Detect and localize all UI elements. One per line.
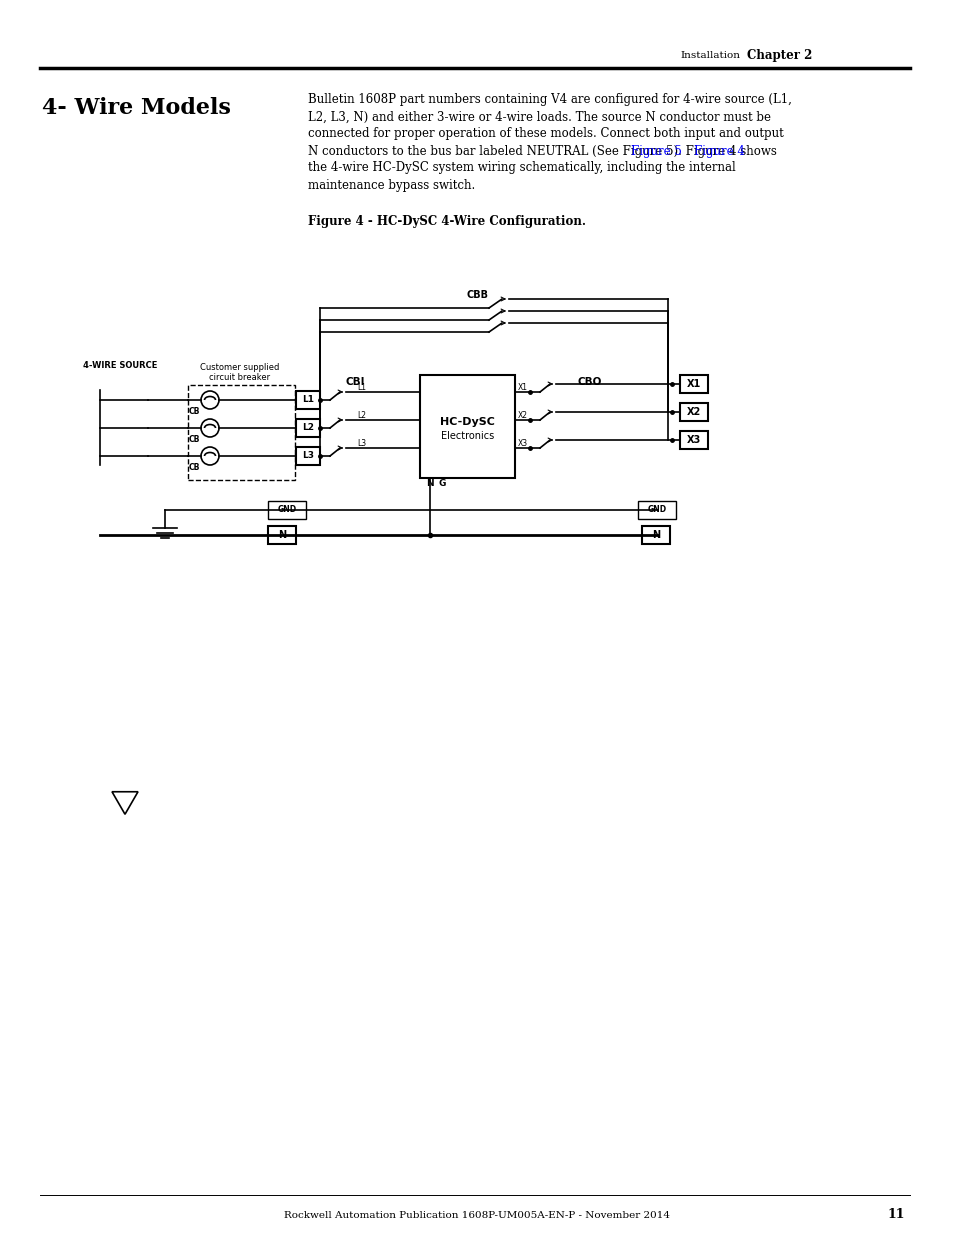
Text: HC-DySC: HC-DySC <box>439 417 495 427</box>
Bar <box>295 419 319 437</box>
Text: N conductors to the bus bar labeled NEUTRAL (See Figure 5). Figure 4 shows: N conductors to the bus bar labeled NEUT… <box>308 144 776 158</box>
Text: GND: GND <box>647 505 666 515</box>
Text: X2: X2 <box>686 408 700 417</box>
Text: N: N <box>277 530 286 540</box>
Text: 4-WIRE SOURCE: 4-WIRE SOURCE <box>83 361 157 369</box>
Text: Customer supplied: Customer supplied <box>200 363 279 373</box>
Text: L3: L3 <box>357 438 366 447</box>
Text: circuit breaker: circuit breaker <box>210 373 271 382</box>
Text: maintenance bypass switch.: maintenance bypass switch. <box>308 179 475 191</box>
Text: 4- Wire Models: 4- Wire Models <box>42 98 231 119</box>
Text: N: N <box>651 530 659 540</box>
Text: L2: L2 <box>302 424 314 432</box>
Text: the 4-wire HC-DySC system wiring schematically, including the internal: the 4-wire HC-DySC system wiring schemat… <box>308 162 735 174</box>
Text: CB: CB <box>188 436 199 445</box>
Text: G: G <box>437 479 445 489</box>
Text: connected for proper operation of these models. Connect both input and output: connected for proper operation of these … <box>308 127 783 141</box>
Text: Bulletin 1608P part numbers containing V4 are configured for 4-wire source (L1,: Bulletin 1608P part numbers containing V… <box>308 94 791 106</box>
Text: L1: L1 <box>302 395 314 405</box>
Text: X2: X2 <box>517 410 527 420</box>
Text: L2, L3, N) and either 3-wire or 4-wire loads. The source N conductor must be: L2, L3, N) and either 3-wire or 4-wire l… <box>308 110 770 124</box>
Bar <box>679 375 707 393</box>
Bar <box>295 391 319 409</box>
Bar <box>679 403 707 421</box>
Text: N: N <box>426 479 434 489</box>
Text: L2: L2 <box>357 410 366 420</box>
Bar <box>188 385 294 480</box>
Text: X3: X3 <box>686 435 700 445</box>
Text: X1: X1 <box>686 379 700 389</box>
Text: 11: 11 <box>886 1209 904 1221</box>
Text: CB: CB <box>188 463 199 473</box>
Text: Installation: Installation <box>679 51 740 59</box>
Bar <box>679 431 707 450</box>
Text: Figure 5: Figure 5 <box>630 144 681 158</box>
Text: Rockwell Automation Publication 1608P-UM005A-EN-P - November 2014: Rockwell Automation Publication 1608P-UM… <box>284 1210 669 1219</box>
Bar <box>641 526 669 543</box>
Bar <box>295 447 319 466</box>
Text: Electronics: Electronics <box>440 431 494 441</box>
Text: CBO: CBO <box>578 377 601 387</box>
Text: CB: CB <box>188 408 199 416</box>
Text: Figure 4 - HC-DySC 4-Wire Configuration.: Figure 4 - HC-DySC 4-Wire Configuration. <box>308 215 585 228</box>
Text: X1: X1 <box>517 383 527 391</box>
Text: L3: L3 <box>302 452 314 461</box>
Bar <box>268 526 295 543</box>
Text: CBB: CBB <box>467 290 489 300</box>
Bar <box>419 375 515 478</box>
Text: CBI: CBI <box>345 377 364 387</box>
Text: X3: X3 <box>517 438 528 447</box>
Text: GND: GND <box>277 505 296 515</box>
Text: L1: L1 <box>357 383 366 391</box>
Bar <box>638 501 676 519</box>
Bar <box>268 501 306 519</box>
Text: Figure 4: Figure 4 <box>693 144 744 158</box>
Text: Chapter 2: Chapter 2 <box>746 48 812 62</box>
